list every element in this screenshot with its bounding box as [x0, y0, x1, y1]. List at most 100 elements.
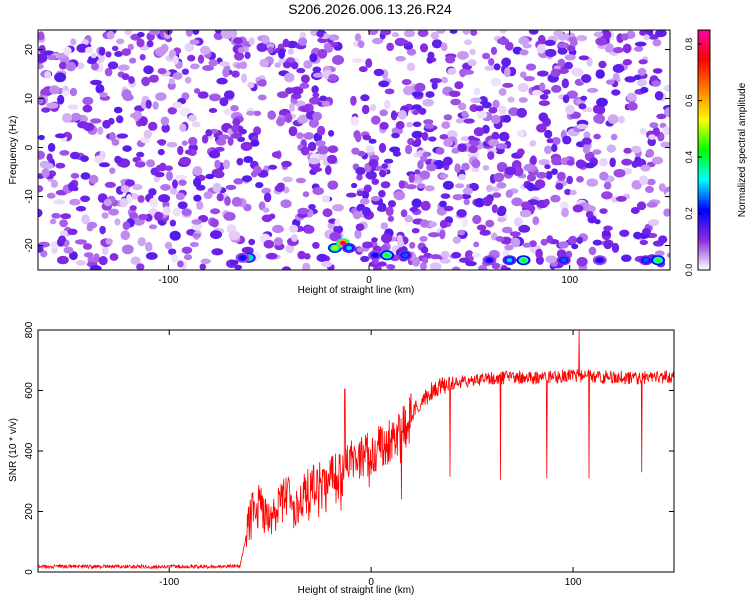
- heatmap-peak: [642, 258, 649, 263]
- heatmap-cell: [253, 110, 262, 117]
- heatmap-x-axis-label: Height of straight line (km): [298, 285, 415, 296]
- heatmap-cell: [471, 252, 481, 258]
- heatmap-cell: [491, 131, 500, 141]
- heatmap-cell: [400, 209, 408, 218]
- heatmap-cell: [424, 185, 435, 192]
- heatmap-cell: [556, 171, 566, 181]
- heatmap-cell: [426, 221, 437, 228]
- heatmap-cell: [532, 89, 542, 96]
- heatmap-cell: [664, 107, 670, 118]
- heatmap-cell: [443, 114, 453, 121]
- heatmap-cell: [598, 60, 607, 69]
- heatmap-cell: [241, 175, 253, 183]
- heatmap-cell: [414, 169, 421, 175]
- heatmap-cell: [581, 74, 592, 83]
- heatmap-frame: [37, 29, 671, 271]
- heatmap-cell: [69, 151, 81, 160]
- heatmap-cell: [665, 191, 670, 200]
- colorbar: 0.0 0.2 0.4 0.6 0.8 Normalized spectral ampl…: [684, 29, 748, 276]
- heatmap-cell: [544, 164, 551, 170]
- heatmap-cell: [612, 64, 625, 73]
- heatmap-cell: [233, 37, 243, 45]
- heatmap-cell: [41, 162, 54, 170]
- heatmap-cell: [120, 185, 130, 194]
- heatmap-cell: [360, 94, 370, 102]
- heatmap-cell: [636, 201, 647, 211]
- heatmap-cell: [470, 97, 482, 104]
- heatmap-cell: [265, 252, 278, 260]
- heatmap-cell: [263, 192, 272, 203]
- heatmap-cell: [619, 229, 630, 237]
- heatmap-cell: [171, 254, 179, 264]
- heatmap-cell: [423, 119, 434, 125]
- heatmap-cell: [540, 238, 548, 246]
- heatmap-cell: [502, 82, 514, 88]
- line-x-tick-label: 100: [565, 577, 582, 588]
- heatmap-y-tick-label: -10: [24, 189, 35, 204]
- heatmap-cell: [46, 102, 59, 109]
- heatmap-cell: [327, 145, 339, 153]
- heatmap-cell: [244, 51, 251, 60]
- heatmap-cell: [516, 107, 527, 118]
- heatmap-cell: [219, 97, 229, 107]
- heatmap-cell: [117, 64, 130, 71]
- heatmap-cell: [478, 264, 488, 270]
- heatmap-cell: [387, 215, 395, 222]
- heatmap-cell: [192, 166, 203, 176]
- heatmap-cell: [539, 94, 549, 100]
- heatmap-cell: [387, 264, 396, 270]
- heatmap-cell: [188, 136, 198, 146]
- heatmap-cell: [648, 134, 656, 140]
- heatmap-cell: [136, 263, 145, 270]
- heatmap-peak: [560, 258, 567, 263]
- colorbar-ticks: 0.0 0.2 0.4 0.6 0.8: [684, 38, 702, 276]
- heatmap-cell: [488, 107, 498, 114]
- heatmap-cell: [654, 91, 664, 101]
- heatmap-cell: [354, 33, 362, 42]
- heatmap-cell: [212, 182, 222, 193]
- heatmap-cell: [317, 30, 325, 38]
- heatmap-cell: [85, 46, 94, 54]
- heatmap-cell: [102, 246, 109, 256]
- heatmap-cell: [462, 187, 474, 195]
- heatmap-cell: [62, 113, 73, 123]
- heatmap-cell: [640, 86, 649, 94]
- heatmap-cell: [648, 219, 660, 227]
- heatmap-cell: [411, 130, 423, 139]
- heatmap-cell: [332, 55, 344, 65]
- heatmap-cell: [321, 261, 333, 268]
- heatmap-cell: [116, 133, 128, 139]
- heatmap-cell: [231, 70, 240, 78]
- heatmap-cell: [285, 87, 294, 95]
- heatmap-cell: [329, 231, 342, 242]
- heatmap-cell: [532, 216, 540, 226]
- heatmap-cell: [384, 88, 395, 95]
- heatmap-cell: [308, 118, 319, 128]
- heatmap-cell: [291, 61, 299, 70]
- heatmap-cell: [571, 67, 584, 77]
- heatmap-cell: [464, 39, 473, 46]
- heatmap-cell: [111, 45, 119, 52]
- heatmap-cell: [576, 236, 583, 244]
- heatmap-cell: [63, 46, 72, 56]
- heatmap-cell: [498, 105, 507, 115]
- heatmap-cell: [497, 217, 506, 223]
- heatmap-cell: [289, 224, 299, 233]
- heatmap-y-tick-label: 10: [24, 93, 35, 105]
- heatmap-cell: [546, 235, 554, 244]
- heatmap-cell: [352, 58, 364, 64]
- heatmap-cell: [121, 89, 132, 100]
- heatmap-cell: [544, 129, 553, 139]
- heatmap-cell: [496, 209, 506, 216]
- heatmap-cell: [645, 148, 655, 158]
- heatmap-cell: [377, 261, 387, 267]
- heatmap-cell: [193, 88, 201, 94]
- heatmap-cell: [441, 121, 451, 129]
- heatmap-cell: [307, 141, 317, 152]
- heatmap-cell: [332, 204, 344, 212]
- heatmap-cell: [59, 230, 68, 237]
- heatmap-cell: [456, 209, 467, 218]
- heatmap-cell: [361, 104, 370, 115]
- snr-series-line: [38, 330, 674, 570]
- heatmap-cell: [581, 137, 592, 146]
